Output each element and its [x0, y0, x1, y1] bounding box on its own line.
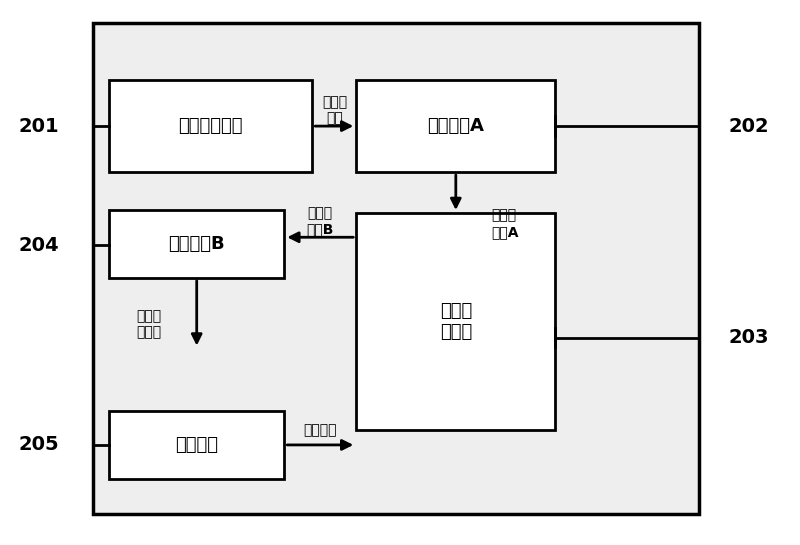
Bar	[109, 210, 285, 278]
Text: 加密随
机数A: 加密随 机数A	[492, 209, 519, 239]
Text: 202: 202	[729, 117, 769, 136]
Text: 还原的
随机数: 还原的 随机数	[136, 309, 162, 339]
Bar	[356, 213, 555, 430]
Text: 解密模块B: 解密模块B	[168, 235, 225, 253]
Bar	[109, 411, 285, 479]
Bar	[356, 80, 555, 172]
Text: 初始随
机数: 初始随 机数	[322, 95, 347, 125]
Bar	[109, 80, 312, 172]
Text: 加密模块A: 加密模块A	[427, 117, 484, 135]
Text: 随机数产生器: 随机数产生器	[178, 117, 243, 135]
Text: 203: 203	[729, 328, 769, 347]
Text: 加密随
机数B: 加密随 机数B	[306, 206, 334, 236]
Text: 205: 205	[18, 435, 58, 455]
Text: 201: 201	[18, 117, 58, 136]
Text: 204: 204	[18, 236, 58, 255]
Text: 比较验证: 比较验证	[175, 435, 218, 453]
Text: 数据通
信总线: 数据通 信总线	[440, 302, 472, 341]
Bar	[93, 23, 699, 514]
Text: 执行指令: 执行指令	[303, 423, 337, 437]
